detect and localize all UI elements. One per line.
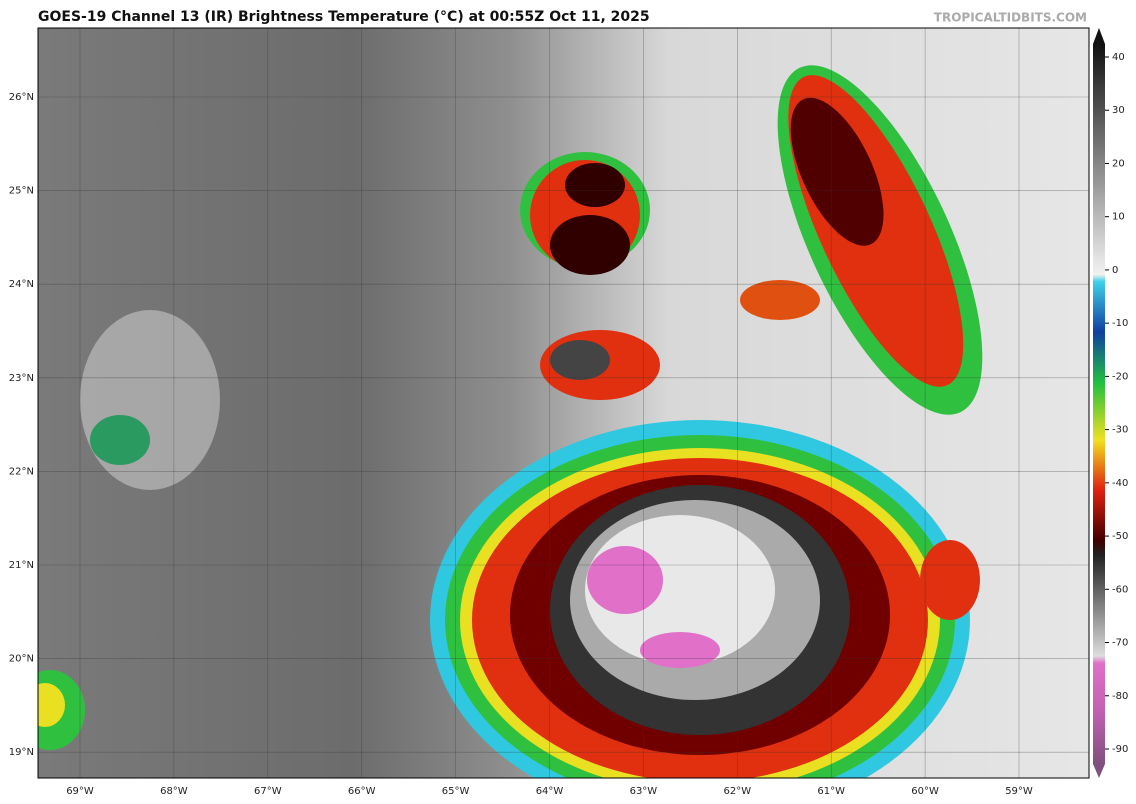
- latitude-label: 24°N: [9, 279, 34, 290]
- longitude-label: 68°W: [160, 786, 188, 797]
- colorbar-tick-label: -90: [1112, 744, 1128, 755]
- colorbar: [1093, 44, 1105, 764]
- longitude-label: 69°W: [66, 786, 94, 797]
- colorbar-tick-label: -80: [1112, 691, 1128, 702]
- colorbar-tick-label: -40: [1112, 478, 1128, 489]
- longitude-label: 62°W: [723, 786, 751, 797]
- latitude-label: 19°N: [9, 747, 34, 758]
- longitude-label: 64°W: [536, 786, 564, 797]
- colorbar-tick-label: -30: [1112, 425, 1128, 436]
- colorbar-tick-label: -70: [1112, 638, 1128, 649]
- colorbar-tick-label: 10: [1112, 212, 1125, 223]
- colorbar-tick-label: 30: [1112, 105, 1125, 116]
- latitude-label: 21°N: [9, 560, 34, 571]
- longitude-label: 67°W: [254, 786, 282, 797]
- latitude-label: 26°N: [9, 92, 34, 103]
- colorbar-tick-label: 0: [1112, 265, 1118, 276]
- latitude-label: 22°N: [9, 466, 34, 477]
- longitude-label: 61°W: [817, 786, 845, 797]
- map-title: GOES-19 Channel 13 (IR) Brightness Tempe…: [38, 9, 650, 25]
- latitude-label: 25°N: [9, 186, 34, 197]
- latitude-label: 23°N: [9, 373, 34, 384]
- colorbar-tick-label: -20: [1112, 371, 1128, 382]
- colorbar-tick-label: -60: [1112, 584, 1128, 595]
- credit: TROPICALTIDBITS.COM: [934, 11, 1087, 25]
- colorbar-arrow-bottom: [1093, 764, 1105, 778]
- satellite-image: [38, 28, 1089, 778]
- latitude-label: 20°N: [9, 654, 34, 665]
- graticule: [38, 28, 1089, 778]
- longitude-label: 59°W: [1005, 786, 1033, 797]
- colorbar-tick-label: -50: [1112, 531, 1128, 542]
- longitude-label: 66°W: [348, 786, 376, 797]
- map-frame: [37, 27, 1090, 779]
- colorbar-tick-label: 20: [1112, 158, 1125, 169]
- longitude-label: 65°W: [442, 786, 470, 797]
- longitude-label: 63°W: [630, 786, 658, 797]
- colorbar-tick-label: -10: [1112, 318, 1128, 329]
- longitude-label: 60°W: [911, 786, 939, 797]
- colorbar-arrow-top: [1093, 28, 1105, 44]
- colorbar-tick-label: 40: [1112, 52, 1125, 63]
